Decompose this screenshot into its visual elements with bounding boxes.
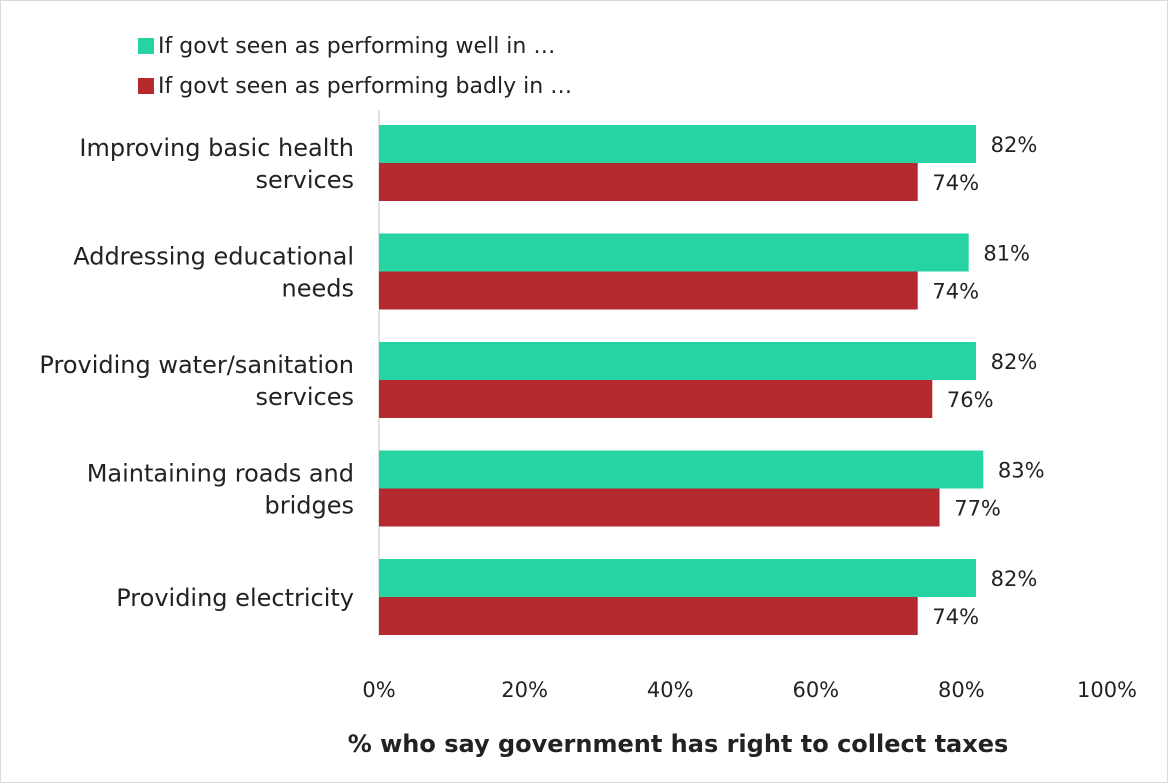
data-label-3-1: 77% — [954, 497, 1001, 521]
bar-2-0 — [379, 342, 976, 380]
x-tick-2: 40% — [647, 678, 694, 702]
x-tick-0: 0% — [362, 678, 395, 702]
x-tick-5: 100% — [1077, 678, 1137, 702]
data-label-2-0: 82% — [991, 350, 1038, 374]
bar-1-0 — [379, 234, 969, 272]
data-label-0-0: 82% — [991, 133, 1038, 157]
bar-0-0 — [379, 125, 976, 163]
data-label-4-0: 82% — [991, 567, 1038, 591]
data-label-4-1: 74% — [932, 605, 979, 629]
legend-swatch-0 — [138, 38, 154, 54]
bar-4-1 — [379, 597, 918, 635]
bar-2-1 — [379, 380, 932, 418]
data-label-2-1: 76% — [947, 388, 994, 412]
data-label-1-0: 81% — [983, 242, 1030, 266]
bar-1-1 — [379, 272, 918, 310]
legend: If govt seen as performing well in … If g… — [138, 34, 572, 99]
legend-label-0: If govt seen as performing well in … — [158, 34, 555, 59]
category-label-4: Providing electricity — [116, 584, 354, 612]
x-axis-ticks: 0% 20% 40% 60% 80% 100% — [362, 678, 1137, 702]
category-labels: Improving basic health services Addressing… — [39, 134, 354, 612]
bar-3-1 — [379, 489, 940, 527]
category-label-3: Maintaining roads and bridges — [87, 460, 354, 520]
bar-0-1 — [379, 163, 918, 201]
x-tick-4: 80% — [938, 678, 985, 702]
legend-label-1: If govt seen as performing badly in … — [158, 74, 572, 99]
x-axis-title: % who say government has right to collec… — [348, 730, 1009, 758]
category-label-1: Addressing educational needs — [73, 243, 354, 303]
x-tick-3: 60% — [792, 678, 839, 702]
category-label-2: Providing water/sanitation services — [39, 351, 354, 411]
bar-4-0 — [379, 559, 976, 597]
legend-swatch-1 — [138, 78, 154, 94]
data-label-3-0: 83% — [998, 459, 1045, 483]
bars: 82%74%81%74%82%76%83%77%82%74% — [379, 125, 1045, 635]
data-label-0-1: 74% — [932, 171, 979, 195]
category-label-0: Improving basic health services — [79, 134, 354, 194]
x-tick-1: 20% — [501, 678, 548, 702]
data-label-1-1: 74% — [932, 280, 979, 304]
bar-3-0 — [379, 451, 983, 489]
